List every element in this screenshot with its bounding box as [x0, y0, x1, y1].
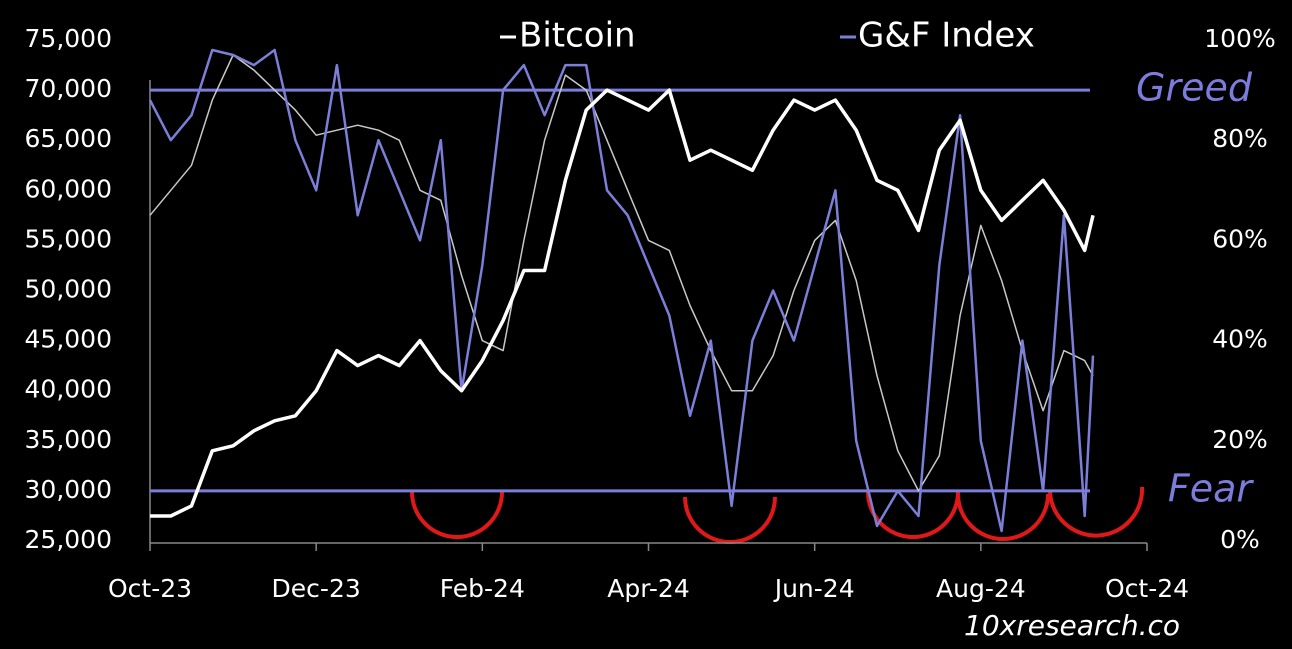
- arc: [956, 493, 1050, 541]
- y2-tick-label: 100%: [1204, 24, 1275, 53]
- y2-tick-label: 0%: [1220, 525, 1260, 554]
- source: 10xresearch.co: [964, 609, 1180, 642]
- y-tick-label: 65,000: [25, 124, 112, 153]
- y-tick-label: 75,000: [25, 24, 112, 53]
- y2-tick-label: 80%: [1212, 124, 1268, 153]
- x-tick-label: Feb-24: [440, 574, 525, 603]
- x-tick-label: Oct-23: [108, 574, 192, 603]
- fear-arcs: [410, 486, 1145, 544]
- y-tick-label: 60,000: [25, 174, 112, 203]
- y-tick-label: 55,000: [25, 224, 112, 253]
- x-tick-label: Jun-24: [773, 574, 855, 603]
- y-tick-label: 40,000: [25, 375, 112, 404]
- legend-label: Bitcoin: [519, 16, 636, 56]
- x-tick-label: Aug-24: [936, 574, 1026, 603]
- arc: [683, 496, 777, 544]
- y-tick-label: 25,000: [25, 525, 112, 554]
- arc: [410, 491, 504, 539]
- y-tick-label: 50,000: [25, 275, 112, 304]
- reference-label: Greed: [1136, 66, 1253, 110]
- series-line: [148, 48, 1095, 533]
- y2-tick-label: 60%: [1212, 224, 1268, 253]
- y2-tick-label: 20%: [1212, 425, 1268, 454]
- y-tick-label: 35,000: [25, 425, 112, 454]
- y2-tick-label: 40%: [1212, 325, 1268, 354]
- x-tick-label: Dec-23: [272, 574, 361, 603]
- y-tick-label: 30,000: [25, 475, 112, 504]
- x-tick-label: Oct-24: [1105, 574, 1189, 603]
- arc: [1048, 486, 1145, 538]
- reference-label: Fear: [1168, 466, 1255, 510]
- series-line: [150, 88, 1095, 518]
- x-tick-label: Apr-24: [607, 574, 689, 603]
- arc: [866, 491, 960, 539]
- legend-label: G&F Index: [858, 16, 1035, 56]
- y-tick-label: 45,000: [25, 325, 112, 354]
- series-line: [149, 54, 1094, 492]
- y-tick-label: 70,000: [25, 74, 112, 103]
